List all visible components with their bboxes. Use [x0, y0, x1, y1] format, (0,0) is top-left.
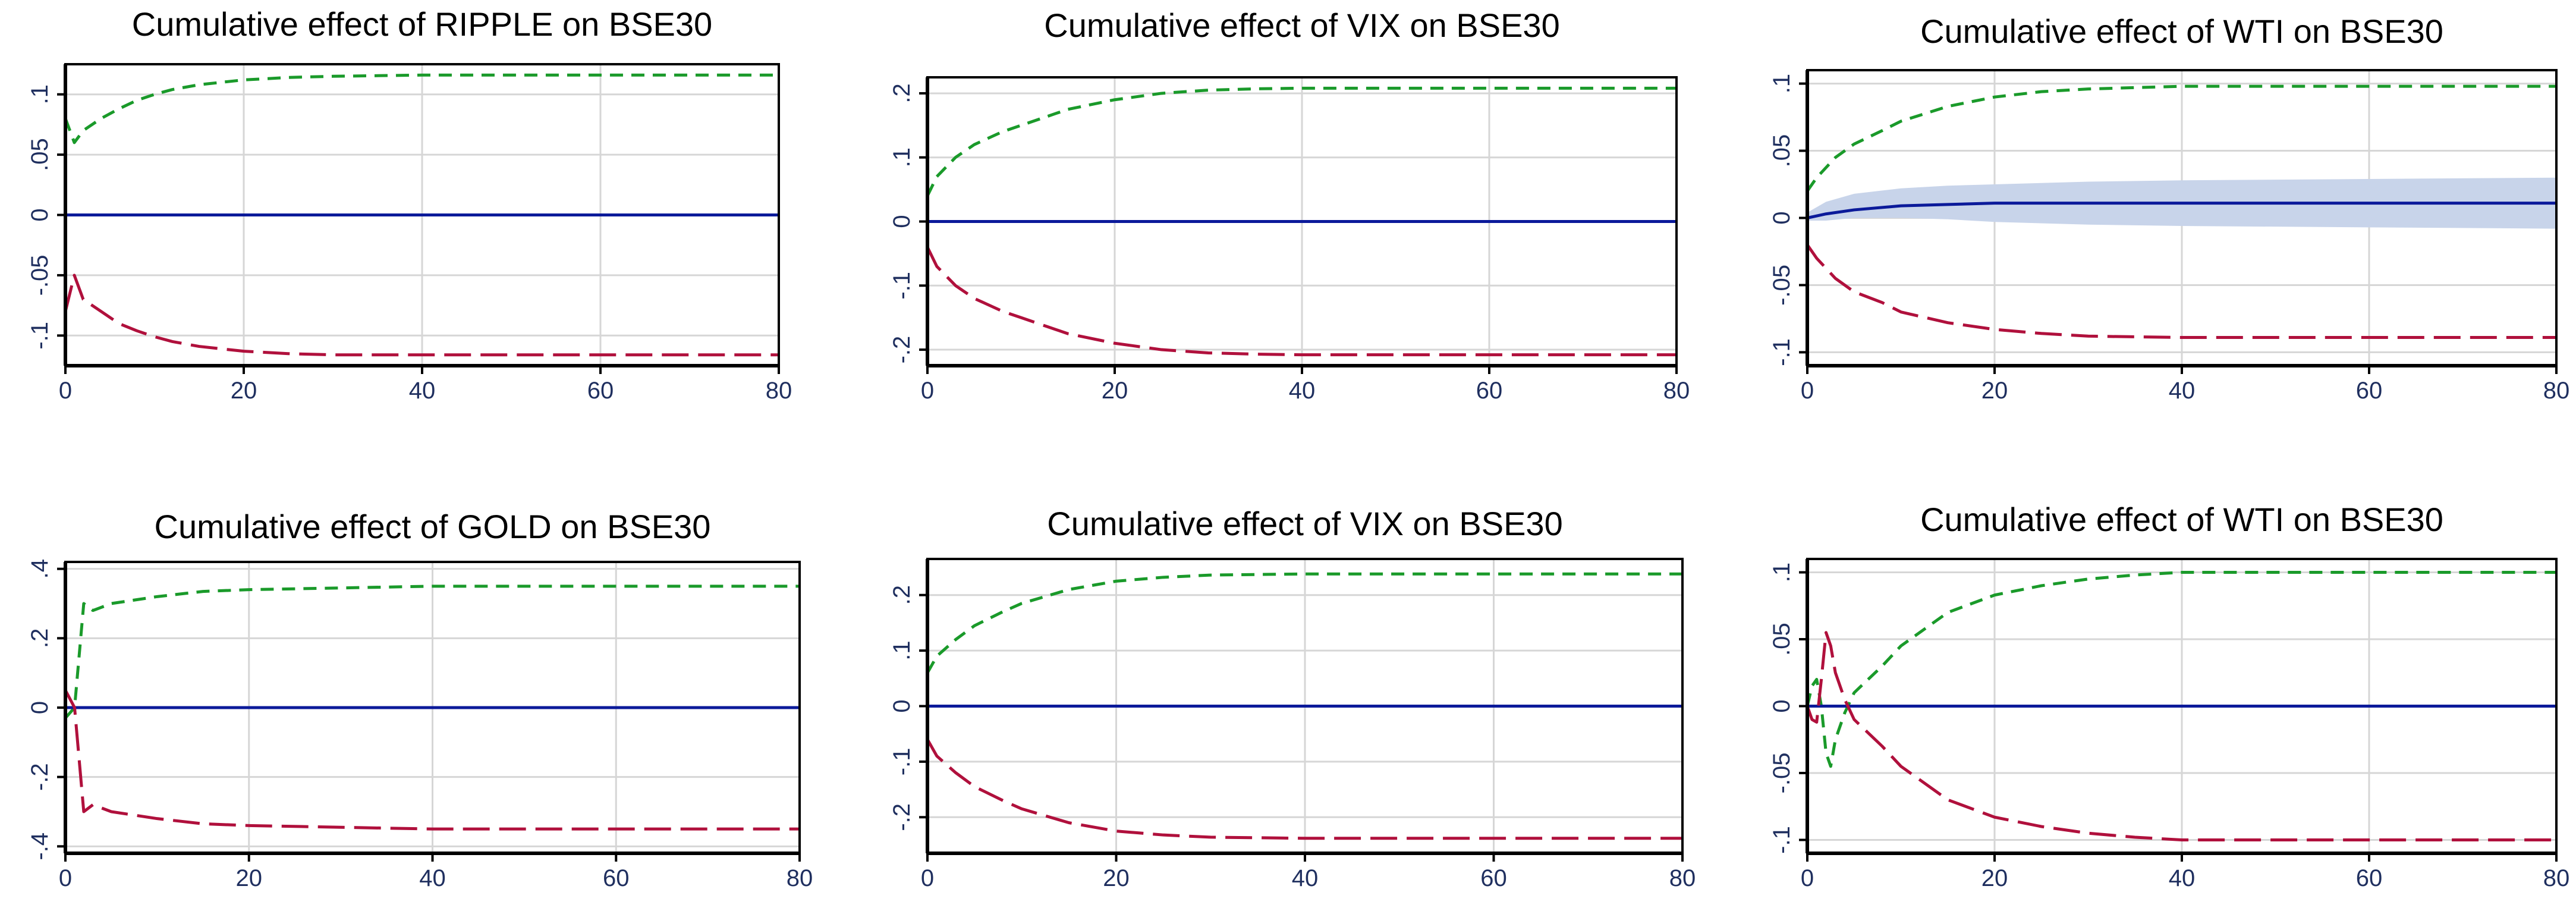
- upper-bound-line: [926, 86, 1677, 197]
- y-tick-label: -.05: [1769, 265, 1795, 306]
- y-tick-label: -.05: [27, 255, 53, 296]
- x-tick-label: 20: [1102, 378, 1128, 404]
- y-tick-label: 0: [27, 701, 53, 714]
- y-tick-label: .05: [27, 138, 53, 171]
- y-tick-label: .05: [1769, 623, 1795, 656]
- x-tick-label: 40: [1289, 378, 1316, 404]
- upper-bound-line: [64, 585, 800, 720]
- y-tick-label: .2: [889, 585, 915, 605]
- x-tick-label: 60: [1476, 378, 1503, 404]
- x-tick-label: 20: [1103, 865, 1130, 891]
- x-tick-label: 0: [1801, 378, 1814, 404]
- y-tick-label: .1: [27, 84, 53, 104]
- x-tick-label: 40: [2169, 865, 2196, 891]
- lower-bound-line: [1806, 244, 2556, 340]
- y-tick-label: .1: [1769, 74, 1795, 93]
- x-tick-label: 60: [2356, 865, 2383, 891]
- y-tick-label: -.1: [889, 272, 915, 300]
- upper-bound-line: [64, 73, 779, 144]
- chart-title: Cumulative effect of WTI on BSE30: [1920, 12, 2443, 50]
- x-tick-label: 20: [236, 865, 263, 891]
- y-tick-label: -.05: [1769, 753, 1795, 794]
- y-tick-label: 0: [1769, 699, 1795, 712]
- y-tick-label: .2: [27, 629, 53, 648]
- lower-bound-line: [1806, 631, 2556, 841]
- x-tick-label: 60: [1480, 865, 1507, 891]
- x-tick-label: 20: [1981, 865, 2008, 891]
- lower-bound-line: [926, 246, 1677, 357]
- chart-title: Cumulative effect of WTI on BSE30: [1920, 501, 2443, 538]
- x-tick-label: 60: [2356, 378, 2383, 404]
- lower-bound-line: [926, 739, 1682, 840]
- y-tick-label: 0: [889, 699, 915, 712]
- y-tick-label: 0: [27, 208, 53, 221]
- y-tick-label: 0: [889, 215, 915, 228]
- x-tick-label: 80: [1669, 865, 1696, 891]
- x-tick-label: 0: [921, 865, 934, 891]
- y-tick-label: .2: [889, 83, 915, 103]
- upper-bound-line: [926, 572, 1682, 674]
- y-tick-label: 0: [1769, 211, 1795, 224]
- chart-panel-2: Cumulative effect of VIX on BSE30 0 20 40 60…: [889, 7, 1690, 404]
- lower-bound-line: [64, 274, 779, 357]
- estimate-line: [1807, 202, 2556, 219]
- x-tick-label: 60: [603, 865, 630, 891]
- chart-panel-6: Cumulative effect of WTI on BSE30 0 20 40 60…: [1769, 501, 2569, 891]
- x-tick-label: 0: [59, 378, 72, 404]
- y-tick-label: -.1: [1769, 826, 1795, 854]
- x-tick-label: 0: [1801, 865, 1814, 891]
- y-tick-label: -.2: [889, 803, 915, 831]
- y-tick-label: .1: [1769, 563, 1795, 582]
- x-tick-label: 40: [1292, 865, 1319, 891]
- y-tick-label: .1: [889, 640, 915, 660]
- chart-title: Cumulative effect of GOLD on BSE30: [155, 508, 711, 545]
- x-tick-label: 0: [59, 865, 72, 891]
- x-tick-label: 80: [766, 378, 792, 404]
- x-tick-label: 80: [1663, 378, 1690, 404]
- x-tick-label: 80: [787, 865, 813, 891]
- x-tick-label: 20: [1981, 378, 2008, 404]
- y-tick-label: -.4: [27, 832, 53, 860]
- upper-bound-line: [1806, 84, 2556, 192]
- y-tick-label: -.2: [889, 336, 915, 364]
- y-tick-label: -.1: [889, 748, 915, 776]
- chart-title: Cumulative effect of RIPPLE on BSE30: [132, 5, 712, 43]
- x-tick-label: 20: [231, 378, 257, 404]
- chart-panel-3: Cumulative effect of WTI on BSE30 0 20 40 60…: [1769, 12, 2569, 404]
- x-tick-label: 80: [2543, 378, 2570, 404]
- y-tick-label: .05: [1769, 134, 1795, 168]
- chart-title: Cumulative effect of VIX on BSE30: [1047, 505, 1562, 542]
- chart-panel-1: Cumulative effect of RIPPLE on BSE30 0 20 4…: [27, 5, 792, 404]
- y-tick-label: -.1: [1769, 338, 1795, 366]
- x-tick-label: 40: [409, 378, 436, 404]
- y-tick-label: .4: [27, 559, 53, 579]
- y-tick-label: -.1: [27, 322, 53, 350]
- chart-title: Cumulative effect of VIX on BSE30: [1044, 7, 1559, 44]
- lower-bound-line: [64, 689, 800, 831]
- x-tick-label: 80: [2543, 865, 2570, 891]
- chart-panel-4: Cumulative effect of GOLD on BSE30 0 20 40 6…: [27, 508, 813, 891]
- x-tick-label: 40: [2169, 378, 2196, 404]
- chart-panel-5: Cumulative effect of VIX on BSE30 0 20 40 60…: [889, 505, 1696, 891]
- x-tick-label: 0: [921, 378, 934, 404]
- y-tick-label: -.2: [27, 763, 53, 791]
- x-tick-label: 40: [419, 865, 446, 891]
- y-tick-label: .1: [889, 147, 915, 167]
- x-tick-label: 60: [587, 378, 614, 404]
